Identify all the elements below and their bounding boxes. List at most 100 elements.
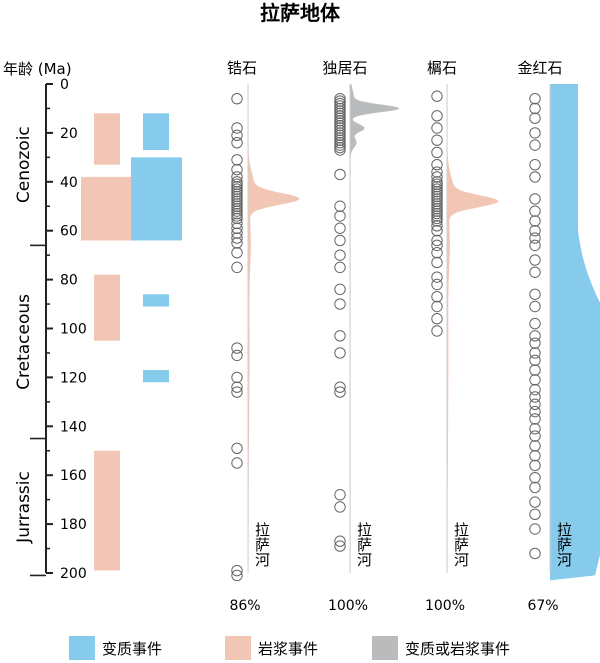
y-tick-label: 60 xyxy=(60,224,78,240)
age-point xyxy=(529,423,541,435)
age-point xyxy=(529,471,541,484)
age-point xyxy=(334,386,346,398)
event-bars xyxy=(81,113,182,571)
age-point xyxy=(334,139,346,151)
age-point xyxy=(529,225,541,237)
sample-label: 拉萨河 xyxy=(555,522,573,567)
age-point xyxy=(529,398,541,410)
age-point xyxy=(231,247,243,259)
age-point xyxy=(231,154,243,166)
age-point xyxy=(529,459,541,472)
age-point xyxy=(231,193,243,205)
age-point xyxy=(431,180,443,193)
event-bar-metamorphic xyxy=(143,294,169,307)
age-point xyxy=(231,195,243,208)
age-point xyxy=(529,171,541,183)
age-point xyxy=(334,141,346,154)
age-point xyxy=(529,374,541,386)
age-point xyxy=(231,222,243,234)
age-point xyxy=(334,381,346,393)
age-point xyxy=(334,129,346,142)
age-point xyxy=(334,283,346,296)
event-bar-magmatic xyxy=(94,274,120,341)
age-point xyxy=(231,129,243,142)
age-point xyxy=(431,205,443,217)
age-point xyxy=(231,442,243,455)
panel-percentage: 100% xyxy=(328,598,368,614)
age-point xyxy=(334,105,346,117)
age-point xyxy=(334,100,346,112)
age-point xyxy=(431,215,443,227)
age-point xyxy=(431,200,443,212)
age-point xyxy=(529,440,541,452)
age-point xyxy=(231,188,243,200)
age-point xyxy=(231,342,243,354)
age-point xyxy=(231,136,243,149)
age-point xyxy=(529,481,541,494)
age-point xyxy=(431,291,443,303)
age-point xyxy=(334,97,346,110)
age-point xyxy=(431,234,443,247)
age-point xyxy=(231,200,243,212)
panel-percentage: 100% xyxy=(425,598,465,614)
legend-swatch xyxy=(69,636,95,660)
age-point xyxy=(231,190,243,203)
age-point xyxy=(334,122,346,134)
age-point xyxy=(231,217,243,230)
sample-label: 拉萨河 xyxy=(253,522,271,567)
age-point xyxy=(529,139,541,151)
age-point xyxy=(431,146,443,159)
age-point xyxy=(431,271,443,283)
age-point xyxy=(334,347,346,359)
y-tick-label: 100 xyxy=(60,322,87,338)
age-point xyxy=(334,117,346,129)
age-point xyxy=(529,232,541,244)
age-point xyxy=(231,210,243,222)
age-point xyxy=(334,261,346,274)
event-bar-metamorphic xyxy=(143,113,169,151)
age-point xyxy=(529,300,541,313)
age-point xyxy=(231,205,243,217)
y-tick-label: 160 xyxy=(60,468,87,484)
age-point xyxy=(431,239,443,252)
age-point xyxy=(431,195,443,208)
age-point xyxy=(529,330,541,342)
age-point xyxy=(334,540,346,552)
age-point xyxy=(334,92,346,105)
age-point xyxy=(231,381,243,393)
age-point xyxy=(431,300,443,313)
age-point xyxy=(529,364,541,376)
legend-label: 变质事件 xyxy=(102,640,162,658)
age-point xyxy=(231,457,243,469)
age-point xyxy=(529,102,541,115)
age-point xyxy=(334,107,346,120)
age-point xyxy=(334,112,346,124)
panel-percentage: 86% xyxy=(229,598,260,614)
age-point xyxy=(431,225,443,237)
age-point xyxy=(431,176,443,188)
age-point xyxy=(334,298,346,310)
age-point xyxy=(529,547,541,560)
panel-mineral-label: 锆石 xyxy=(227,59,257,77)
y-axis: 0 20 40 60 80 100 120 140 160 180 200 xyxy=(45,77,87,582)
age-point xyxy=(529,215,541,227)
kde-curve xyxy=(248,84,300,573)
age-point xyxy=(231,163,243,176)
age-point xyxy=(231,122,243,134)
age-point xyxy=(529,254,541,266)
age-point xyxy=(431,166,443,178)
y-axis-label: 年龄 (Ma) xyxy=(3,60,72,78)
age-point xyxy=(529,239,541,252)
y-tick-label: 40 xyxy=(60,175,78,191)
age-point xyxy=(431,122,443,134)
age-point xyxy=(529,430,541,442)
age-point xyxy=(334,210,346,222)
age-point xyxy=(334,102,346,115)
event-bar-magmatic xyxy=(94,450,120,571)
